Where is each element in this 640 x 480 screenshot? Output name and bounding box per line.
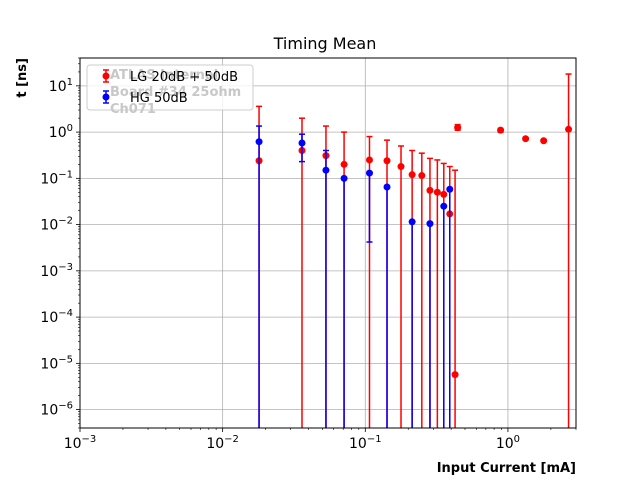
legend-hg-label: HG 50dB xyxy=(130,91,188,106)
legend-hg-marker xyxy=(102,93,110,101)
data-point xyxy=(440,202,448,210)
data-point xyxy=(365,169,373,177)
data-point xyxy=(383,157,391,165)
data-point xyxy=(322,166,330,174)
data-point xyxy=(418,172,426,180)
data-point xyxy=(426,186,434,194)
data-point xyxy=(340,160,348,168)
annotation-line-2: Board #34 25ohm xyxy=(110,85,241,100)
data-point xyxy=(497,126,505,134)
x-tick-exponent: −3 xyxy=(82,434,97,445)
data-point xyxy=(298,139,306,147)
data-point xyxy=(440,190,448,198)
data-point xyxy=(408,171,416,179)
data-point xyxy=(255,138,263,146)
annotation-line-1: ATLAS Internal xyxy=(110,68,218,83)
data-point xyxy=(408,218,416,226)
y-axis-label: t [ns] xyxy=(15,58,30,98)
legend-entry-hg: HG 50dB xyxy=(102,90,188,106)
y-tick-exponent: 1 xyxy=(67,77,73,88)
y-tick-exponent: −1 xyxy=(58,169,73,180)
grid-lines xyxy=(79,58,576,428)
data-point xyxy=(433,188,441,196)
y-tick-exponent: 0 xyxy=(67,123,73,134)
data-point xyxy=(540,137,548,145)
data-point xyxy=(426,220,434,228)
data-point xyxy=(565,125,573,133)
y-tick-exponent: −2 xyxy=(58,216,73,227)
data-point xyxy=(522,135,530,143)
series-layer xyxy=(255,73,573,428)
data-point xyxy=(454,124,462,132)
data-point xyxy=(383,183,391,191)
y-tick-exponent: −5 xyxy=(58,354,73,365)
annotation-line-3: Ch071 xyxy=(110,102,156,117)
data-point xyxy=(451,371,459,379)
y-tick-exponent: −6 xyxy=(58,401,73,412)
x-tick-exponent: 0 xyxy=(514,434,520,445)
legend-lg-label: LG 20dB + 50dB xyxy=(130,70,238,85)
data-point xyxy=(397,163,405,171)
x-tick-exponent: −2 xyxy=(224,434,239,445)
data-point xyxy=(365,156,373,164)
y-tick-exponent: −3 xyxy=(58,262,73,273)
legend-lg-marker xyxy=(102,72,110,80)
x-axis-label: Input Current [mA] xyxy=(437,461,576,476)
data-point xyxy=(340,174,348,182)
chart-title: Timing Mean xyxy=(273,34,377,53)
data-point xyxy=(446,185,454,193)
y-tick-exponent: −4 xyxy=(58,308,73,319)
legend-box xyxy=(86,64,254,111)
series-hg xyxy=(255,125,454,428)
legend-entry-lg: LG 20dB + 50dB xyxy=(102,69,238,85)
x-tick-exponent: −1 xyxy=(367,434,382,445)
